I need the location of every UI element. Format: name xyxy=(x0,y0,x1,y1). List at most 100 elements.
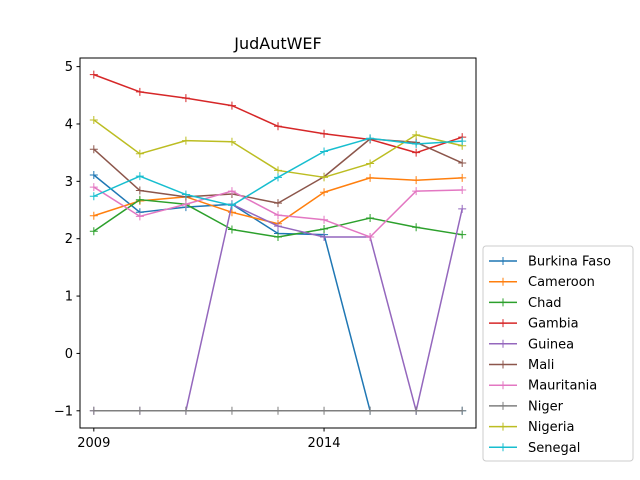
data-point xyxy=(320,215,329,224)
x-tick-label: 2009 xyxy=(77,436,110,451)
data-point xyxy=(227,137,236,146)
data-point xyxy=(366,159,375,168)
data-point xyxy=(366,134,375,143)
y-tick-label: 2 xyxy=(65,232,73,247)
data-point xyxy=(458,230,467,239)
legend-item: Nigeria xyxy=(489,420,575,435)
data-point xyxy=(412,223,421,232)
y-tick-label: 3 xyxy=(65,175,73,190)
legend-label: Chad xyxy=(528,296,562,311)
legend-label: Mali xyxy=(528,358,554,373)
data-point xyxy=(89,192,98,201)
y-tick-label: 1 xyxy=(65,290,73,305)
data-point xyxy=(89,171,98,180)
legend-marker xyxy=(499,319,507,328)
data-point xyxy=(135,195,144,204)
data-point xyxy=(320,147,329,156)
legend-item: Mauritania xyxy=(489,379,597,394)
data-point xyxy=(89,227,98,236)
data-point xyxy=(89,183,98,192)
series-nigeria xyxy=(89,115,467,182)
legend-item: Gambia xyxy=(489,317,579,332)
data-point xyxy=(135,406,144,415)
data-point xyxy=(135,172,144,181)
data-point xyxy=(274,232,282,241)
data-point xyxy=(412,148,421,157)
data-point xyxy=(274,199,282,208)
legend-label: Senegal xyxy=(528,441,580,456)
data-point xyxy=(135,212,144,221)
data-point xyxy=(227,208,236,217)
legend-marker xyxy=(499,381,507,390)
legend-label: Nigeria xyxy=(528,420,575,435)
data-point xyxy=(181,94,190,103)
legend-marker xyxy=(499,298,507,307)
data-point xyxy=(412,187,421,196)
data-point xyxy=(274,166,282,175)
data-point xyxy=(274,173,282,182)
series-senegal xyxy=(89,134,467,210)
y-tick-label: 4 xyxy=(65,117,73,132)
legend-marker xyxy=(499,360,507,369)
data-point xyxy=(366,232,375,241)
data-point xyxy=(89,145,98,154)
legend-label: Niger xyxy=(528,399,564,414)
legend-item: Mali xyxy=(489,358,554,373)
legend-label: Burkina Faso xyxy=(528,255,611,270)
data-point xyxy=(320,173,329,182)
legend-box xyxy=(482,245,634,462)
legend-item: Chad xyxy=(489,296,562,311)
legend-label: Mauritania xyxy=(528,379,597,394)
legend-marker xyxy=(499,257,507,265)
series-niger xyxy=(89,406,467,415)
chart-title: JudAutWEF xyxy=(233,34,322,53)
legend-item: Niger xyxy=(489,399,564,414)
x-tick-label: 2014 xyxy=(307,436,340,451)
data-point xyxy=(181,136,190,145)
data-point xyxy=(320,188,329,197)
data-point xyxy=(89,406,98,415)
data-point xyxy=(366,173,375,182)
data-point xyxy=(181,406,190,415)
legend-marker xyxy=(499,443,507,452)
legend-item: Cameroon xyxy=(489,275,595,290)
legend-marker xyxy=(499,339,507,348)
data-point xyxy=(320,129,329,138)
data-point xyxy=(274,406,282,415)
data-point xyxy=(181,200,190,209)
series-mauritania xyxy=(89,183,467,241)
data-point xyxy=(227,201,236,210)
data-point xyxy=(458,204,467,213)
legend-item: Burkina Faso xyxy=(489,255,611,270)
plot-area xyxy=(89,70,467,415)
legend-item: Senegal xyxy=(489,441,580,456)
legend-marker xyxy=(499,422,507,431)
data-point xyxy=(320,224,329,233)
data-point xyxy=(458,185,467,194)
data-point xyxy=(274,122,282,131)
data-point xyxy=(412,130,421,139)
data-point xyxy=(274,222,282,231)
data-point xyxy=(135,87,144,96)
legend-label: Cameroon xyxy=(528,275,595,290)
data-point xyxy=(412,176,421,185)
data-point xyxy=(227,225,236,234)
legend-label: Guinea xyxy=(528,337,574,352)
data-point xyxy=(458,158,467,167)
legend: Burkina Faso Cameroon Chad Gambia Guinea Mali… xyxy=(482,245,634,462)
legend-marker xyxy=(499,277,507,286)
data-point xyxy=(366,214,375,223)
data-point xyxy=(412,406,421,415)
data-point xyxy=(181,190,190,199)
data-point xyxy=(458,173,467,182)
y-tick-label: −1 xyxy=(54,404,73,419)
data-point xyxy=(89,211,98,220)
y-tick-label: 0 xyxy=(65,347,73,362)
axes-frame xyxy=(79,57,477,429)
legend-marker xyxy=(499,401,507,410)
legend-label: Gambia xyxy=(528,317,579,332)
legend-item: Guinea xyxy=(489,337,574,352)
data-point xyxy=(227,406,236,415)
data-point xyxy=(89,70,98,79)
